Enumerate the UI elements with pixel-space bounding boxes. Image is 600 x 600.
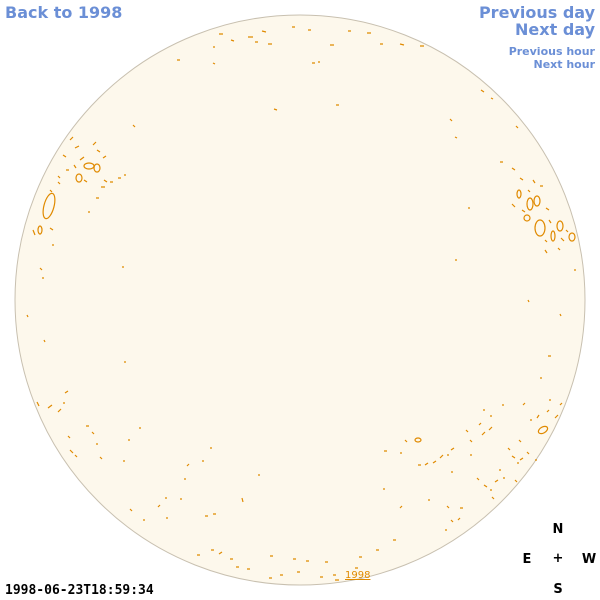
compass-east-label: E (522, 552, 532, 567)
year-link[interactable]: 1998 (345, 570, 371, 581)
next-day-link[interactable]: Next day (515, 20, 595, 39)
previous-day-link[interactable]: Previous day (478, 3, 595, 22)
compass-west-label: W (581, 552, 597, 567)
solar-disc (14, 14, 586, 586)
next-hour-link[interactable]: Next hour (533, 58, 596, 71)
compass-south-label: S (553, 582, 563, 597)
compass-north-label: N (552, 522, 564, 537)
observation-timestamp: 1998-06-23T18:59:34 (5, 583, 154, 598)
contour-features (26, 26, 576, 581)
compass-center-cross: + (552, 551, 564, 566)
previous-hour-link[interactable]: Previous hour (508, 45, 595, 58)
back-to-year-link[interactable]: Back to 1998 (5, 3, 123, 22)
